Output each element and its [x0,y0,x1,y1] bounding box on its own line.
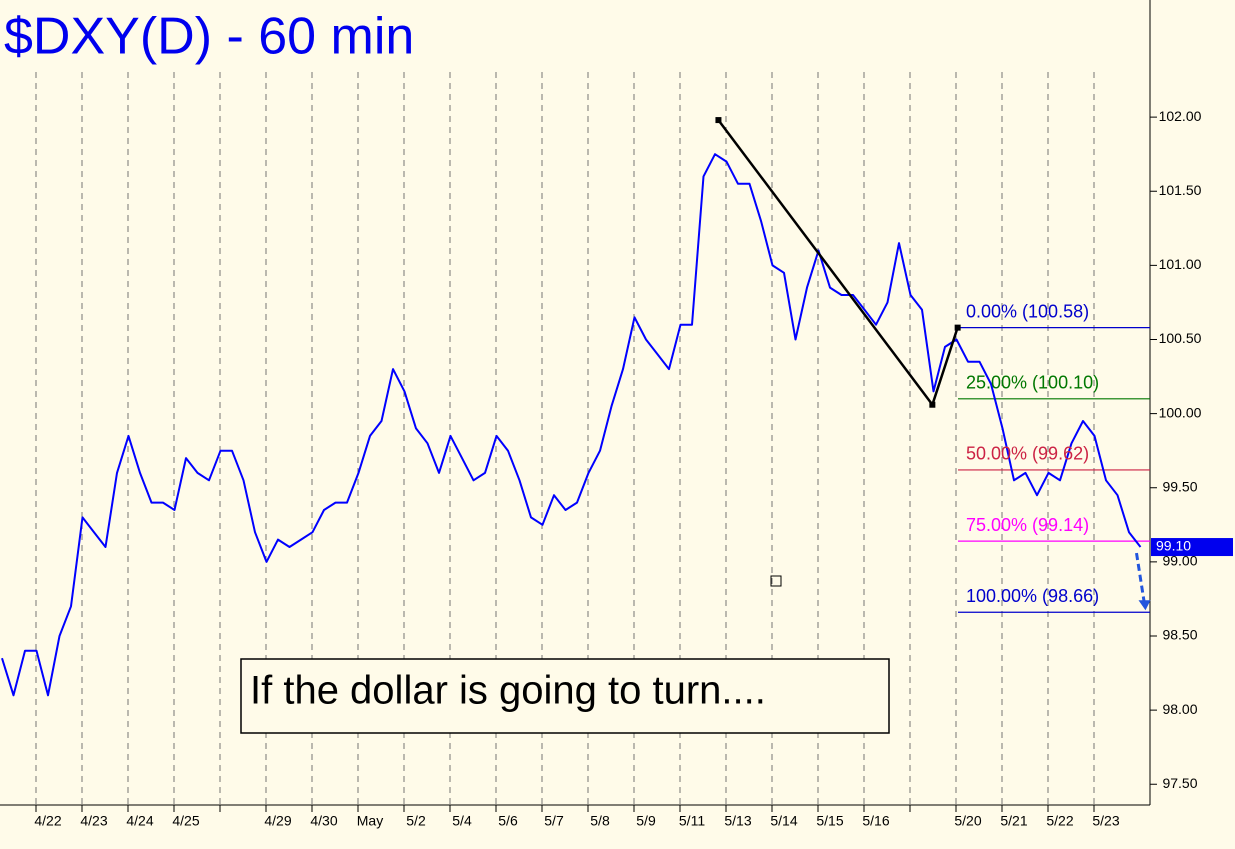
marker-square [770,575,782,587]
y-tick-label: 98.00 [1162,701,1197,717]
chart-title: $DXY(D) - 60 min [4,8,414,66]
x-tick-label: 5/16 [862,813,889,829]
x-tick-label: 5/4 [452,813,472,829]
x-tick-label: 5/21 [1000,813,1027,829]
x-tick-label: 4/30 [310,813,337,829]
x-tick-label: 5/22 [1046,813,1073,829]
fib-level-label: 100.00% (98.66) [966,586,1099,606]
projection-arrowhead [1138,600,1151,611]
x-tick-label: 5/14 [770,813,797,829]
y-tick-label: 102.00 [1159,108,1202,124]
y-tick-label: 100.50 [1159,330,1202,346]
y-tick-label: 101.50 [1159,182,1202,198]
y-tick-label: 97.50 [1162,775,1197,791]
x-tick-label: 4/25 [172,813,199,829]
fib-level-label: 75.00% (99.14) [966,515,1089,535]
y-tick-label: 98.50 [1162,627,1197,643]
x-tick-label: May [357,813,383,829]
x-tick-label: 5/23 [1092,813,1119,829]
y-tick-label: 100.00 [1159,404,1202,420]
x-tick-label: 5/15 [816,813,843,829]
last-price-label: 99.10 [1156,538,1191,554]
x-tick-label: 4/23 [80,813,107,829]
x-tick-label: 5/2 [406,813,426,829]
x-tick-label: 4/29 [264,813,291,829]
x-tick-label: 4/22 [34,813,61,829]
x-tick-label: 5/6 [498,813,518,829]
x-tick-label: 5/13 [724,813,751,829]
x-tick-label: 5/20 [954,813,981,829]
annotation: If the dollar is going to turn.... [250,669,766,713]
y-tick-label: 101.00 [1159,256,1202,272]
x-tick-label: 5/11 [679,813,705,829]
x-tick-label: 5/8 [590,813,610,829]
projection-arrow [1135,552,1146,605]
x-tick-label: 5/7 [544,813,564,829]
y-tick-label: 99.00 [1162,553,1197,569]
fib-level-label: 0.00% (100.58) [966,301,1089,321]
y-tick-label: 99.50 [1162,478,1197,494]
annotation-box [240,658,890,734]
price-line [1,153,1142,697]
fib-level-label: 50.00% (99.62) [966,444,1089,464]
pattern-point [954,324,961,331]
fib-level-label: 25.00% (100.10) [966,373,1099,393]
x-tick-label: 4/24 [126,813,153,829]
pattern-point [715,117,722,124]
x-tick-label: 5/9 [636,813,656,829]
last-price-tag [1151,538,1233,557]
pattern-point [929,401,936,408]
